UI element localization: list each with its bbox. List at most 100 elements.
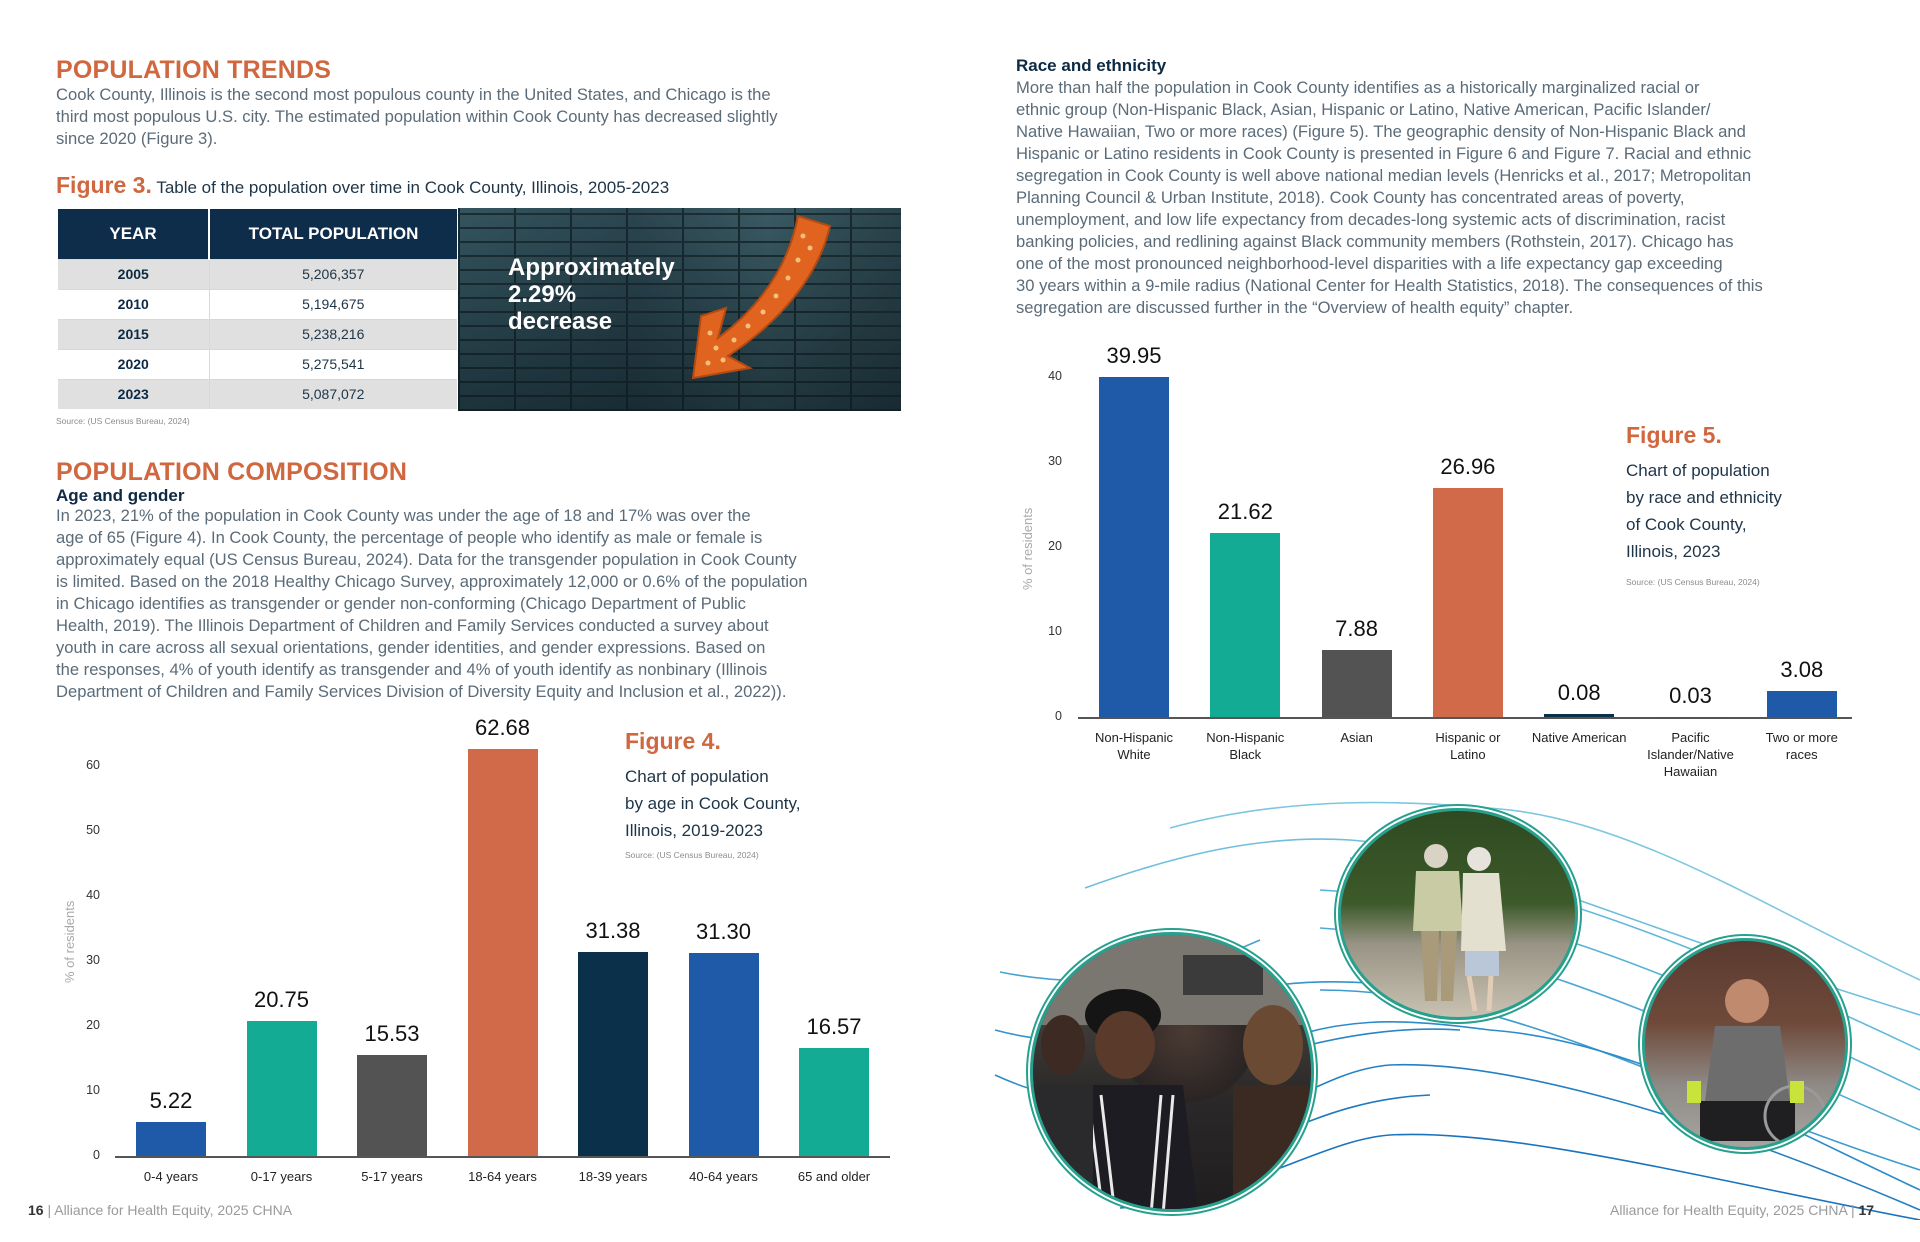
bar-value-label: 15.53	[364, 1021, 420, 1047]
brick-wall-arrow-image: Approximately 2.29% decrease	[458, 208, 901, 411]
bar-value-label: 3.08	[1780, 656, 1824, 682]
paragraph-line: segregation in Cook County is well above…	[1016, 166, 1752, 185]
intro-line: Cook County, Illinois is the second most…	[56, 85, 771, 104]
callout-line: Approximately	[508, 254, 675, 281]
bar-value-label: 31.30	[695, 918, 752, 944]
bar	[1321, 650, 1392, 717]
population-table: YEAR TOTAL POPULATION 2005 5,206,357 201…	[58, 209, 457, 409]
subsection-title-age-gender: Age and gender	[56, 486, 185, 505]
x-tick-label: Non-Hispanic White	[1094, 730, 1174, 762]
x-tick-label: Pacific Islander/Native Hawaiian	[1647, 730, 1734, 779]
bar	[578, 952, 648, 1156]
paragraph-line: 30 years within a 9-mile radius (Nationa…	[1016, 276, 1763, 295]
paragraph-line: Planning Council & Urban Institute, 2018…	[1016, 188, 1685, 207]
caption-line: Chart of population	[1626, 461, 1770, 480]
paragraph-line: is limited. Based on the 2018 Healthy Ch…	[56, 572, 808, 591]
caption-line: Chart of population	[625, 767, 769, 786]
bar-value-label: 0.08	[1557, 680, 1601, 705]
paragraph-line: youth in care across all sexual orientat…	[56, 638, 766, 657]
y-tick-label: 0	[93, 1148, 100, 1162]
paragraph-line: Native Hawaiian, Two or more races) (Fig…	[1016, 122, 1746, 141]
footer-right: Alliance for Health Equity, 2025 CHNA | …	[1610, 1202, 1874, 1218]
bar-value-label: 62.68	[474, 714, 531, 740]
paragraph-line: the responses, 4% of youth identify as t…	[56, 660, 768, 679]
subsection-title-race-ethnicity: Race and ethnicity	[1016, 56, 1167, 75]
x-tick-label: Two or more races	[1765, 730, 1838, 762]
bar	[357, 1055, 427, 1156]
footer-title: Alliance for Health Equity, 2025 CHNA	[1610, 1202, 1848, 1218]
x-axis-line	[1078, 717, 1852, 719]
bar	[1766, 690, 1837, 717]
bar	[1655, 716, 1726, 717]
intro-line: third most populous U.S. city. The estim…	[56, 107, 778, 126]
y-tick-label: 30	[86, 953, 100, 967]
figure5-side-caption: Figure 5. Chart of population by race an…	[1626, 422, 1782, 587]
bar	[1544, 714, 1615, 717]
cell-year: 2020	[58, 348, 210, 379]
caption-line: Illinois, 2019-2023	[625, 821, 763, 840]
y-axis-label: % of residents	[1020, 507, 1035, 590]
elderly-couple-walking-photo	[1338, 808, 1578, 1020]
x-tick-label: Asian	[1340, 730, 1373, 745]
paragraph-line: segregation are discussed further in the…	[1016, 298, 1574, 317]
y-tick-label: 0	[1055, 709, 1062, 723]
age-gender-paragraph: In 2023, 21% of the population in Cook C…	[56, 505, 916, 703]
x-tick-label: 18-64 years	[468, 1169, 537, 1184]
y-tick-label: 60	[86, 758, 100, 772]
table-row: 2020 5,275,541	[58, 348, 457, 379]
y-tick-label: 50	[86, 823, 100, 837]
cell-population: 5,238,216	[209, 318, 457, 349]
x-tick-label: 40-64 years	[689, 1169, 758, 1184]
paragraph-line: Health, 2019). The Illinois Department o…	[56, 616, 769, 635]
bar-value-label: 26.96	[1440, 453, 1496, 479]
caption-line: by age in Cook County,	[625, 794, 801, 813]
callout-line: 2.29%	[508, 281, 577, 308]
cell-year: 2005	[58, 258, 210, 289]
x-tick-label: Non-Hispanic Black	[1206, 730, 1285, 762]
paragraph-line: Department of Children and Family Servic…	[56, 682, 787, 701]
table-row: 2005 5,206,357	[58, 258, 457, 289]
figure4-source: Source: (US Census Bureau, 2024)	[625, 850, 759, 860]
bar-value-label: 16.57	[806, 1014, 862, 1040]
x-tick-label: Native American	[1531, 730, 1627, 745]
footer-title: Alliance for Health Equity, 2025 CHNA	[54, 1202, 293, 1218]
table-row: 2023 5,087,072	[58, 378, 457, 409]
footer-separator: |	[43, 1202, 55, 1218]
y-tick-label: 20	[1048, 539, 1062, 553]
young-men-laughing-photo	[1030, 932, 1314, 1212]
bar-value-label: 0.03	[1669, 682, 1712, 708]
column-header-total-population: TOTAL POPULATION	[209, 209, 457, 259]
table-row: 2015 5,238,216	[58, 318, 457, 349]
figure4-side-caption: Figure 4. Chart of population by age in …	[625, 728, 800, 860]
caption-line: Illinois, 2023	[1626, 542, 1721, 561]
bar	[1099, 377, 1169, 717]
x-tick-label: 5-17 years	[361, 1169, 423, 1184]
figure4-age-bar-chart: 0 10 20 30 40 50 60% of residents 5.22 0-4 years…	[62, 714, 890, 1184]
arrow-down-left-icon	[691, 214, 832, 380]
figure3-label: Figure 3.	[56, 172, 152, 198]
bar-value-label: 7.88	[1335, 616, 1378, 642]
cell-population: 5,087,072	[209, 378, 457, 409]
figure5-caption: Chart of population by race and ethnicit…	[1626, 457, 1782, 565]
caption-line: by race and ethnicity	[1626, 488, 1782, 507]
caption-line: of Cook County,	[1626, 515, 1747, 534]
figure3-source: Source: (US Census Bureau, 2024)	[56, 416, 190, 426]
bar-value-label: 20.75	[253, 987, 310, 1013]
section-title-population-trends: POPULATION TRENDS	[56, 56, 332, 84]
cell-population: 5,275,541	[209, 348, 457, 379]
intro-line: since 2020 (Figure 3).	[56, 129, 218, 148]
y-tick-label: 30	[1048, 454, 1062, 468]
cell-population: 5,206,357	[209, 258, 457, 289]
paragraph-line: unemployment, and low life expectancy fr…	[1016, 210, 1726, 229]
cell-year: 2010	[58, 288, 210, 319]
y-tick-label: 10	[86, 1083, 100, 1097]
cell-year: 2023	[58, 378, 210, 409]
bar	[799, 1048, 869, 1156]
couple-photo-illustration	[1413, 844, 1506, 1012]
decrease-callout: Approximately 2.29% decrease	[508, 254, 675, 335]
figure4-caption: Chart of population by age in Cook Count…	[625, 763, 800, 844]
callout-line: decrease	[508, 308, 613, 335]
bar-value-label: 21.62	[1217, 499, 1273, 525]
x-tick-label: Hispanic or Latino	[1435, 730, 1501, 762]
